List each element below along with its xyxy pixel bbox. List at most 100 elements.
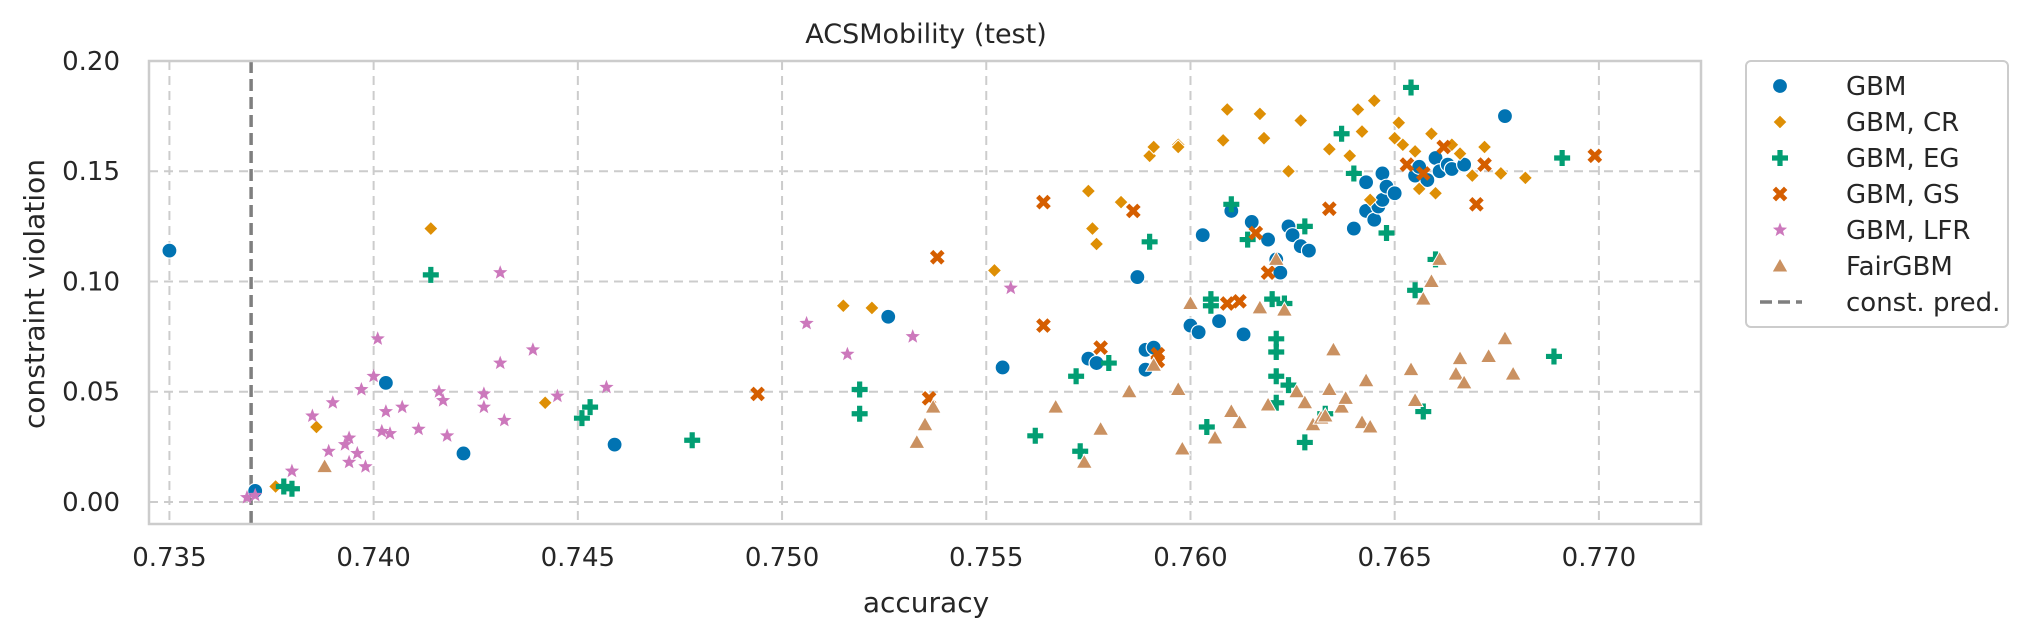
data-point	[1391, 115, 1407, 131]
data-point	[1260, 265, 1276, 281]
legend-label: const. pred.	[1846, 288, 2000, 318]
legend-label: FairGBM	[1846, 252, 1953, 282]
data-point	[1415, 166, 1431, 181]
data-point	[378, 404, 393, 418]
data-point	[1554, 150, 1571, 167]
x-axis-ticks: 0.735 0.740 0.745 0.750 0.755 0.760 0.765 0.770	[132, 543, 1636, 573]
data-point	[1332, 398, 1351, 414]
data-point	[1268, 394, 1285, 411]
data-point	[1268, 344, 1285, 361]
data-point	[1296, 218, 1313, 235]
data-point	[1300, 242, 1318, 259]
data-point	[1219, 296, 1235, 311]
data-point	[435, 393, 451, 407]
data-point	[1072, 443, 1089, 460]
data-point	[1125, 203, 1141, 219]
plot-frame	[147, 59, 1703, 526]
data-point	[1455, 373, 1473, 390]
data-point	[1194, 227, 1211, 244]
data-point	[337, 437, 353, 451]
data-point	[1357, 371, 1375, 388]
data-point	[1476, 139, 1493, 155]
data-point	[1268, 330, 1285, 347]
data-point	[1545, 348, 1562, 365]
data-point	[497, 412, 512, 427]
data-point	[1436, 139, 1452, 155]
data-point	[370, 331, 385, 345]
data-point-shape	[1436, 139, 1452, 155]
y-tick-label: 0.15	[62, 157, 120, 187]
data-point	[493, 355, 508, 370]
data-point	[1316, 406, 1335, 423]
data-point	[1321, 201, 1337, 217]
data-point	[1284, 227, 1301, 244]
data-point	[350, 445, 365, 460]
data-point	[840, 346, 855, 361]
data-point	[1378, 224, 1395, 241]
data-point-shape	[1219, 296, 1235, 311]
data-point	[1406, 391, 1424, 408]
legend-label: GBM, GS	[1846, 180, 1960, 210]
data-point	[684, 432, 701, 449]
y-axis-label: constraint violation	[18, 159, 51, 429]
data-point	[573, 410, 590, 427]
data-point	[582, 399, 599, 416]
legend-box	[1745, 60, 2009, 328]
data-point-shape	[1321, 201, 1337, 217]
data-point	[1113, 194, 1129, 210]
data-point	[537, 395, 553, 411]
data-point	[358, 459, 373, 473]
data-point	[1345, 220, 1362, 237]
data-point	[1202, 297, 1219, 314]
data-point	[284, 463, 300, 478]
data-point	[1427, 185, 1444, 201]
x-tick-label: 0.735	[132, 543, 206, 573]
data-point	[315, 457, 334, 474]
data-point	[1036, 318, 1051, 333]
data-point	[1504, 365, 1522, 381]
data-point	[929, 249, 945, 265]
data-point	[1084, 220, 1101, 237]
data-point	[1447, 365, 1465, 381]
y-tick-label: 0.00	[62, 488, 120, 518]
x-tick-label: 0.750	[745, 543, 819, 573]
y-tick-label: 0.10	[62, 267, 120, 297]
data-point	[1342, 148, 1358, 164]
data-point-shape	[1399, 157, 1415, 172]
data-point	[1272, 264, 1289, 281]
data-point	[411, 421, 426, 436]
data-point	[1366, 92, 1382, 109]
data-point	[1336, 389, 1355, 405]
x-tick-label: 0.745	[541, 543, 615, 573]
data-point	[1259, 231, 1277, 248]
data-point	[550, 388, 565, 403]
data-point	[1464, 167, 1480, 184]
data-point	[1293, 112, 1309, 129]
data-point	[1451, 349, 1469, 366]
data-point	[864, 300, 880, 316]
data-point	[1120, 382, 1139, 399]
data-point	[1362, 192, 1378, 208]
data-point	[1093, 340, 1108, 355]
legend-label: GBM, EG	[1846, 144, 1960, 174]
data-point	[1361, 417, 1380, 434]
data-point	[1190, 324, 1207, 341]
legend-label: GBM	[1846, 72, 1906, 102]
data-point	[1170, 139, 1186, 155]
data-point	[1003, 280, 1018, 295]
data-point	[1275, 301, 1294, 317]
data-point	[161, 242, 178, 259]
data-point	[1267, 250, 1286, 266]
data-point	[525, 342, 540, 356]
data-points	[161, 79, 1603, 504]
data-point	[476, 386, 491, 400]
data-point	[1324, 340, 1343, 357]
data-point-shape	[1469, 196, 1484, 212]
data-point	[1345, 165, 1362, 182]
data-point	[880, 308, 897, 325]
data-point	[1452, 145, 1468, 162]
data-point	[1296, 434, 1313, 451]
data-point	[422, 266, 439, 283]
data-point	[1423, 126, 1440, 142]
